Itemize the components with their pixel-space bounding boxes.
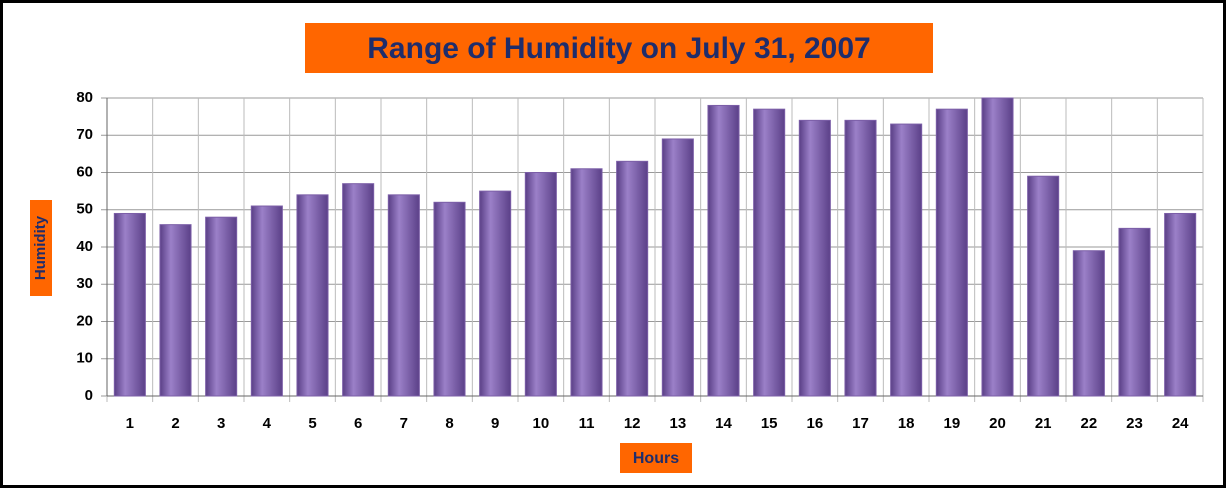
bar: [1164, 212, 1197, 397]
x-tick-label: 16: [806, 415, 823, 432]
bar: [433, 201, 466, 397]
x-tick-label: 2: [171, 415, 179, 432]
y-tick-label: 40: [76, 238, 93, 255]
bar: [524, 172, 557, 397]
bar: [479, 190, 512, 397]
bar: [387, 194, 420, 397]
x-tick-label: 23: [1126, 415, 1143, 432]
x-axis-label: Hours: [633, 450, 679, 467]
bar: [342, 183, 375, 397]
bar: [844, 119, 877, 397]
x-tick-label: 10: [532, 415, 549, 432]
bar: [570, 168, 603, 397]
bar: [981, 97, 1014, 397]
bar: [753, 108, 786, 397]
y-axis-label: Humidity: [32, 215, 49, 280]
x-tick-label: 3: [217, 415, 225, 432]
x-tick-label: 22: [1080, 415, 1097, 432]
x-tick-label: 12: [624, 415, 641, 432]
y-label-box: [30, 200, 52, 296]
bar: [1118, 227, 1151, 397]
x-tick-label: 7: [400, 415, 408, 432]
bar: [890, 123, 923, 397]
x-tick-label: 21: [1035, 415, 1052, 432]
bar: [296, 194, 329, 397]
y-tick-label: 80: [76, 89, 93, 106]
bar: [250, 205, 283, 397]
bar: [798, 119, 831, 397]
y-tick-label: 10: [76, 350, 93, 367]
bar: [935, 108, 968, 397]
x-tick-label: 17: [852, 415, 869, 432]
x-tick-label: 9: [491, 415, 499, 432]
bar: [1027, 175, 1060, 397]
y-tick-label: 20: [76, 312, 93, 329]
y-tick-label: 70: [76, 126, 93, 143]
x-tick-label: 11: [579, 415, 595, 432]
bar: [113, 212, 146, 397]
bar: [1072, 250, 1105, 397]
bar: [707, 104, 740, 397]
x-tick-label: 13: [669, 415, 686, 432]
y-tick-label: 0: [85, 387, 93, 404]
bar: [616, 160, 649, 397]
chart-title: Range of Humidity on July 31, 2007: [367, 32, 870, 65]
bar: [661, 138, 694, 397]
x-tick-label: 8: [445, 415, 453, 432]
y-tick-label: 60: [76, 163, 93, 180]
y-tick-label: 30: [76, 275, 93, 292]
x-tick-label: 15: [761, 415, 778, 432]
title-box: [305, 23, 933, 73]
bar: [205, 216, 238, 397]
y-tick-label: 50: [76, 201, 93, 218]
bar: [159, 224, 192, 397]
x-tick-label: 5: [308, 415, 316, 432]
x-tick-label: 19: [943, 415, 960, 432]
x-label-box: [620, 443, 692, 473]
x-tick-label: 20: [989, 415, 1006, 432]
x-tick-label: 1: [126, 415, 134, 432]
x-tick-label: 14: [715, 415, 732, 432]
x-tick-label: 4: [263, 415, 272, 432]
x-tick-label: 24: [1172, 415, 1189, 432]
x-tick-label: 6: [354, 415, 362, 432]
x-tick-label: 18: [898, 415, 915, 432]
